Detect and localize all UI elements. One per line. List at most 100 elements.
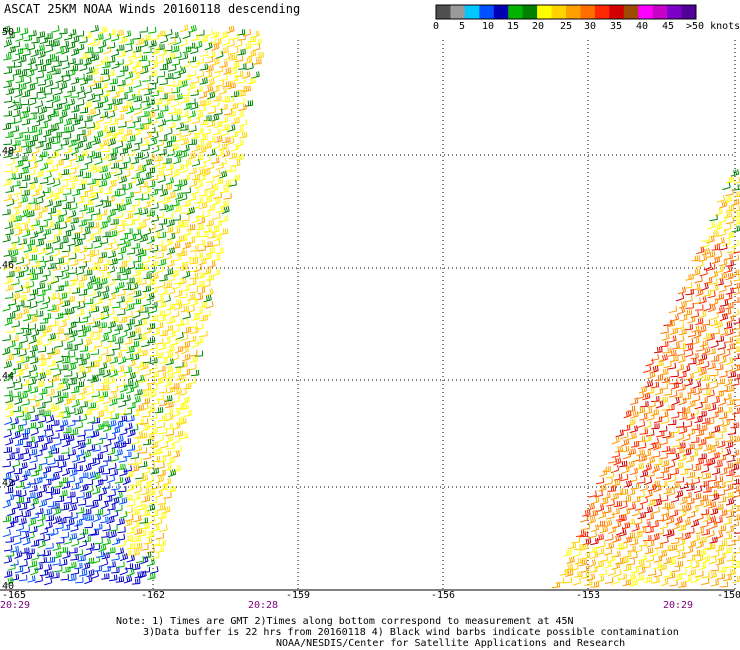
wind-barb xyxy=(31,119,41,128)
wind-barb xyxy=(701,361,710,369)
wind-barb xyxy=(140,123,150,131)
wind-barb xyxy=(142,357,152,364)
wind-barb xyxy=(572,549,581,558)
wind-barb xyxy=(164,114,174,122)
wind-barb xyxy=(630,410,639,419)
wind-barb xyxy=(70,77,80,85)
wind-barb xyxy=(14,312,23,321)
wind-barb xyxy=(60,531,70,539)
wind-barb xyxy=(5,228,14,236)
wind-barb xyxy=(139,418,149,425)
wind-barb xyxy=(4,166,13,173)
wind-barb xyxy=(107,447,116,456)
wind-barb xyxy=(77,253,86,262)
wind-barb xyxy=(166,344,175,353)
wind-barb xyxy=(93,494,103,502)
wind-barb xyxy=(31,188,40,197)
wind-barb xyxy=(93,565,103,572)
wind-barb xyxy=(195,180,204,189)
wind-barb xyxy=(717,440,726,449)
wind-barb xyxy=(230,74,239,83)
wind-barb xyxy=(141,488,150,496)
wind-barb xyxy=(55,396,64,405)
wind-barb xyxy=(118,162,128,170)
wind-barb xyxy=(196,140,205,148)
wind-barb xyxy=(46,556,56,563)
wind-barb xyxy=(684,378,693,387)
wind-barb xyxy=(66,196,76,204)
wind-barb xyxy=(191,215,201,224)
legend-swatch xyxy=(667,5,683,19)
wind-barb xyxy=(242,71,251,79)
wind-barb xyxy=(615,488,624,495)
wind-barb xyxy=(252,43,261,52)
wind-barb xyxy=(4,416,13,426)
wind-barb xyxy=(675,363,685,372)
wind-barb xyxy=(147,110,156,119)
wind-barb xyxy=(670,427,680,434)
wind-barb xyxy=(618,529,627,537)
wind-barb xyxy=(141,193,150,201)
wind-barb xyxy=(202,267,212,275)
wind-barb xyxy=(692,268,701,277)
wind-barb xyxy=(708,515,717,524)
wind-barb xyxy=(100,95,109,105)
wind-barb xyxy=(83,128,92,137)
wind-barb xyxy=(150,441,159,449)
wind-barb xyxy=(214,219,223,228)
wind-barb xyxy=(115,140,124,149)
wind-barb xyxy=(126,287,136,296)
wind-barb xyxy=(124,296,133,303)
wind-barb xyxy=(149,137,158,147)
wind-barb xyxy=(92,151,102,159)
wind-barb xyxy=(95,478,104,487)
wind-barb xyxy=(658,563,667,571)
wind-barb xyxy=(27,293,36,302)
wind-barb xyxy=(114,98,123,106)
wind-barb xyxy=(94,538,103,545)
wind-barb xyxy=(223,67,232,75)
wind-barb xyxy=(690,436,700,443)
wind-barb xyxy=(23,272,32,280)
wind-barb xyxy=(150,202,159,210)
wind-barb xyxy=(55,382,64,391)
wind-barb xyxy=(42,465,52,474)
wind-barb xyxy=(565,569,574,577)
wind-barb xyxy=(178,193,188,202)
wind-barb xyxy=(50,404,60,412)
wind-barb xyxy=(188,24,197,34)
wind-barb xyxy=(26,224,35,233)
wind-barb xyxy=(29,309,38,316)
wind-barb xyxy=(42,228,52,236)
wind-barb xyxy=(50,110,59,118)
wind-barb xyxy=(674,392,683,399)
wind-barb xyxy=(198,301,207,308)
wind-barb xyxy=(92,486,101,495)
wind-barb xyxy=(710,507,719,516)
wind-barb xyxy=(723,322,733,330)
wind-barb xyxy=(715,278,724,286)
wind-barb xyxy=(11,26,21,34)
wind-barb xyxy=(159,330,168,337)
wind-barb xyxy=(600,497,609,505)
wind-barb xyxy=(148,305,158,314)
wind-barb xyxy=(199,330,208,337)
wind-barb xyxy=(146,167,156,174)
wind-barb xyxy=(219,60,228,68)
wind-barb xyxy=(55,425,64,432)
wind-barb xyxy=(611,508,620,516)
wind-barb xyxy=(54,243,63,250)
wind-barb xyxy=(733,275,740,282)
wind-barb xyxy=(12,265,21,272)
wind-barb xyxy=(659,425,668,433)
wind-barb xyxy=(68,362,77,372)
wind-barb xyxy=(710,380,719,390)
wind-barb xyxy=(107,98,116,106)
wind-barb xyxy=(726,398,736,406)
wind-barb xyxy=(717,525,727,532)
wind-barb xyxy=(96,410,105,419)
wind-barb xyxy=(661,513,670,522)
wind-barb xyxy=(715,544,725,552)
wind-barb xyxy=(50,447,60,454)
wind-barb xyxy=(156,168,165,177)
